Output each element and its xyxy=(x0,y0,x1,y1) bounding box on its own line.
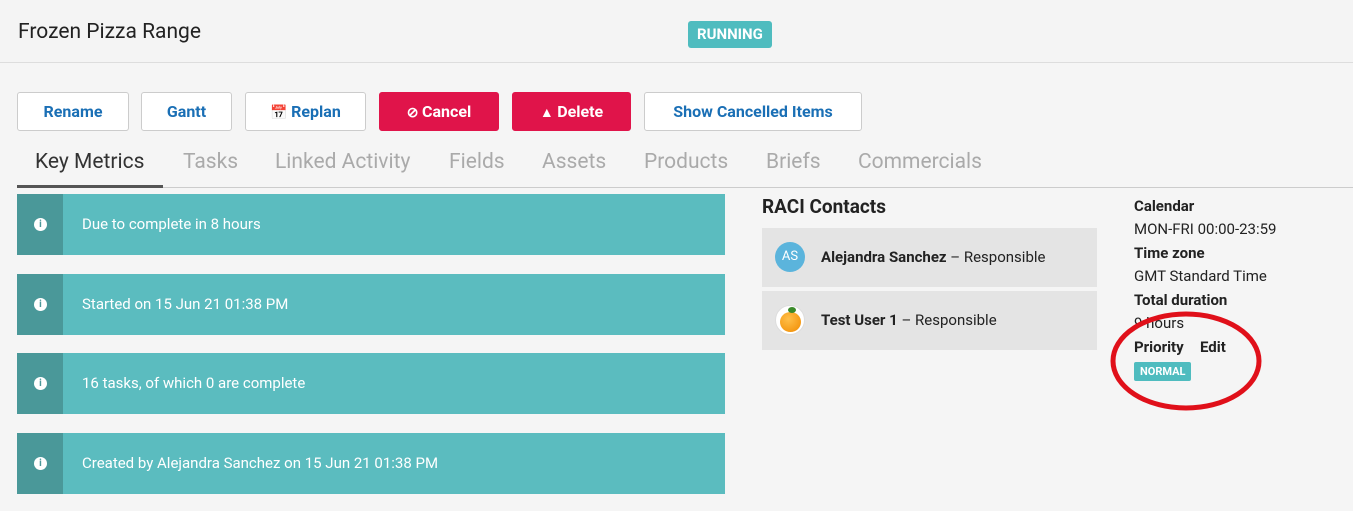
metric-text: Started on 15 Jun 21 01:38 PM xyxy=(82,295,289,313)
contact-role: – Responsible xyxy=(901,311,997,329)
contact-role: – Responsible xyxy=(950,248,1046,266)
tab[interactable]: Tasks xyxy=(183,150,239,174)
button-label: Delete xyxy=(557,102,604,121)
tab[interactable]: Briefs xyxy=(766,150,821,174)
info-strip: i xyxy=(17,194,63,255)
button-label: Replan xyxy=(291,102,341,121)
edit-link[interactable]: Edit xyxy=(1200,338,1226,356)
tab[interactable]: Products xyxy=(644,150,729,174)
metric-panel: i Created by Alejandra Sanchez on 15 Jun … xyxy=(17,433,725,494)
metric-panel: i 16 tasks, of which 0 are complete xyxy=(17,353,725,414)
tab[interactable]: Assets xyxy=(542,150,607,174)
tab[interactable]: Commercials xyxy=(858,150,983,174)
contact-name: Alejandra Sanchez xyxy=(821,248,947,266)
detail-label: Calendar xyxy=(1134,197,1195,215)
tab[interactable]: Fields xyxy=(449,150,505,174)
status-badge: RUNNING xyxy=(688,21,772,48)
metric-text: Created by Alejandra Sanchez on 15 Jun 2… xyxy=(82,454,439,472)
detail-label: Priority xyxy=(1134,338,1184,356)
raci-title: RACI Contacts xyxy=(762,195,886,218)
info-strip: i xyxy=(17,274,63,335)
metric-text: 16 tasks, of which 0 are complete xyxy=(82,374,306,392)
info-icon: i xyxy=(34,457,47,470)
detail-value: 9 hours xyxy=(1134,314,1185,332)
button-label: Gantt xyxy=(166,102,207,121)
annotation-ellipse xyxy=(1110,311,1262,411)
info-icon: i xyxy=(34,298,47,311)
contact-name: Test User 1 xyxy=(821,311,898,329)
button-label: Show Cancelled Items xyxy=(673,102,833,121)
button[interactable]: Gantt xyxy=(141,92,232,131)
leaf-icon xyxy=(788,307,796,313)
tab-divider xyxy=(17,187,1353,188)
detail-value: MON-FRI 00:00-23:59 xyxy=(1134,220,1277,238)
contact: Alejandra Sanchez – Responsible xyxy=(821,248,1045,266)
contact: Test User 1 – Responsible xyxy=(821,311,997,329)
orange-icon xyxy=(780,312,801,332)
button[interactable]: ⊘ Cancel xyxy=(379,92,499,131)
button-icon: 📅 xyxy=(270,105,292,121)
tab[interactable]: Key Metrics xyxy=(35,150,145,174)
detail-value: GMT Standard Time xyxy=(1134,267,1267,285)
info-strip: i xyxy=(17,433,63,494)
button-icon: ▲ xyxy=(539,105,558,121)
detail-label: Time zone xyxy=(1134,244,1205,262)
info-icon: i xyxy=(34,377,47,390)
header xyxy=(0,0,1353,63)
info-icon: i xyxy=(34,218,47,231)
button[interactable]: Rename xyxy=(17,92,129,131)
tab-underline xyxy=(17,185,163,188)
avatar: AS xyxy=(775,242,805,272)
contact-card: AS Alejandra Sanchez – Responsible xyxy=(762,228,1097,287)
button-label: Cancel xyxy=(422,102,472,121)
button-label: Rename xyxy=(43,102,103,121)
metric-panel: i Due to complete in 8 hours xyxy=(17,194,725,255)
metric-panel: i Started on 15 Jun 21 01:38 PM xyxy=(17,274,725,335)
tab[interactable]: Linked Activity xyxy=(275,150,411,174)
avatar xyxy=(775,305,805,335)
button-icon: ⊘ xyxy=(406,105,422,121)
button[interactable]: ▲ Delete xyxy=(512,92,631,131)
page-title: Frozen Pizza Range xyxy=(18,20,201,44)
button[interactable]: 📅 Replan xyxy=(245,92,366,131)
priority-badge: NORMAL xyxy=(1134,362,1192,381)
info-strip: i xyxy=(17,353,63,414)
contact-card: Test User 1 – Responsible xyxy=(762,291,1097,350)
button[interactable]: Show Cancelled Items xyxy=(644,92,862,131)
detail-label: Total duration xyxy=(1134,291,1228,309)
metric-text: Due to complete in 8 hours xyxy=(82,215,261,233)
